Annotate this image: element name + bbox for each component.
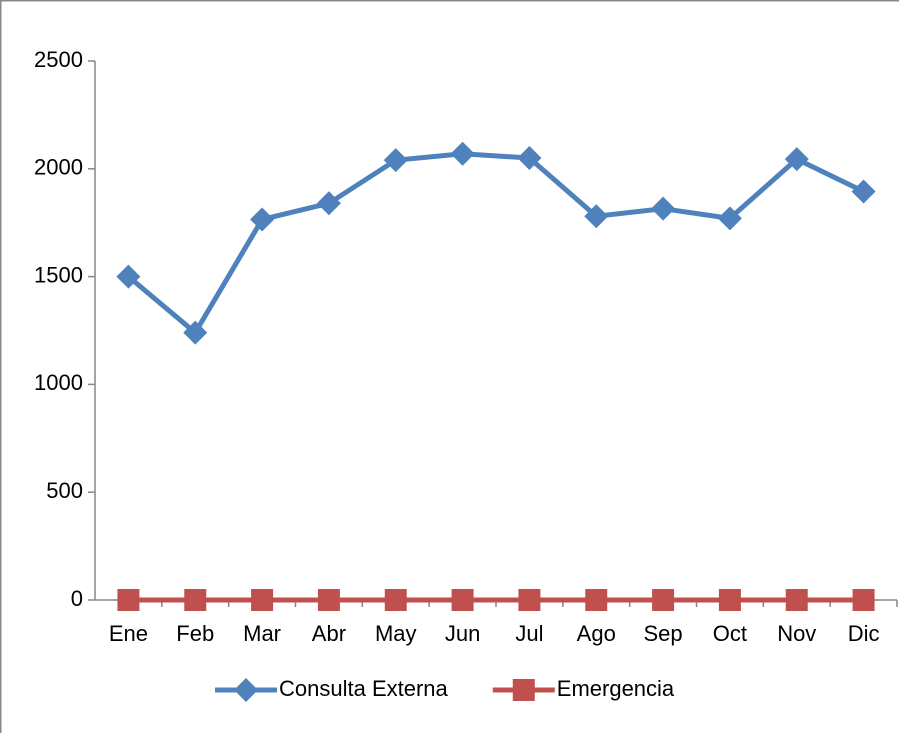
data-point: [584, 204, 609, 229]
y-tick-label: 2500: [34, 47, 83, 72]
x-tick-label: Ago: [577, 621, 616, 646]
data-point: [518, 589, 541, 611]
x-tick-label: Ene: [109, 621, 148, 646]
legend-marker: [512, 679, 535, 701]
data-point: [317, 589, 340, 611]
data-point: [784, 147, 809, 172]
data-point: [585, 589, 608, 611]
y-tick-label: 1000: [34, 370, 83, 395]
x-tick-label: Feb: [176, 621, 214, 646]
series-line: [126, 151, 865, 336]
data-point: [117, 589, 140, 611]
legend-marker: [234, 678, 258, 702]
y-tick-label: 2000: [34, 155, 83, 180]
data-point: [451, 589, 474, 611]
x-tick-label: Jun: [445, 621, 480, 646]
data-point: [450, 141, 475, 166]
data-point: [116, 264, 141, 289]
data-point: [383, 148, 408, 173]
data-point: [250, 207, 275, 232]
x-tick-label: Mar: [243, 621, 281, 646]
x-tick-label: Dic: [848, 621, 880, 646]
data-point: [717, 206, 742, 231]
x-tick-label: Abr: [312, 621, 346, 646]
legend-label: Emergencia: [557, 676, 675, 701]
data-point: [651, 196, 676, 221]
data-point: [517, 146, 542, 171]
y-tick-label: 500: [46, 478, 83, 503]
data-point: [652, 589, 675, 611]
data-point: [316, 191, 341, 216]
x-tick-label: Oct: [713, 621, 747, 646]
data-point: [184, 589, 207, 611]
x-tick-label: May: [375, 621, 417, 646]
data-point: [718, 589, 741, 611]
y-tick-label: 0: [71, 586, 83, 611]
data-point: [384, 589, 407, 611]
data-point: [183, 320, 208, 345]
data-point: [785, 589, 808, 611]
y-tick-label: 1500: [34, 262, 83, 287]
x-tick-label: Nov: [777, 621, 816, 646]
data-point: [851, 179, 876, 204]
legend-label: Consulta Externa: [279, 676, 449, 701]
data-point: [251, 589, 274, 611]
x-tick-label: Jul: [515, 621, 543, 646]
data-point: [852, 589, 875, 611]
x-tick-label: Sep: [644, 621, 683, 646]
